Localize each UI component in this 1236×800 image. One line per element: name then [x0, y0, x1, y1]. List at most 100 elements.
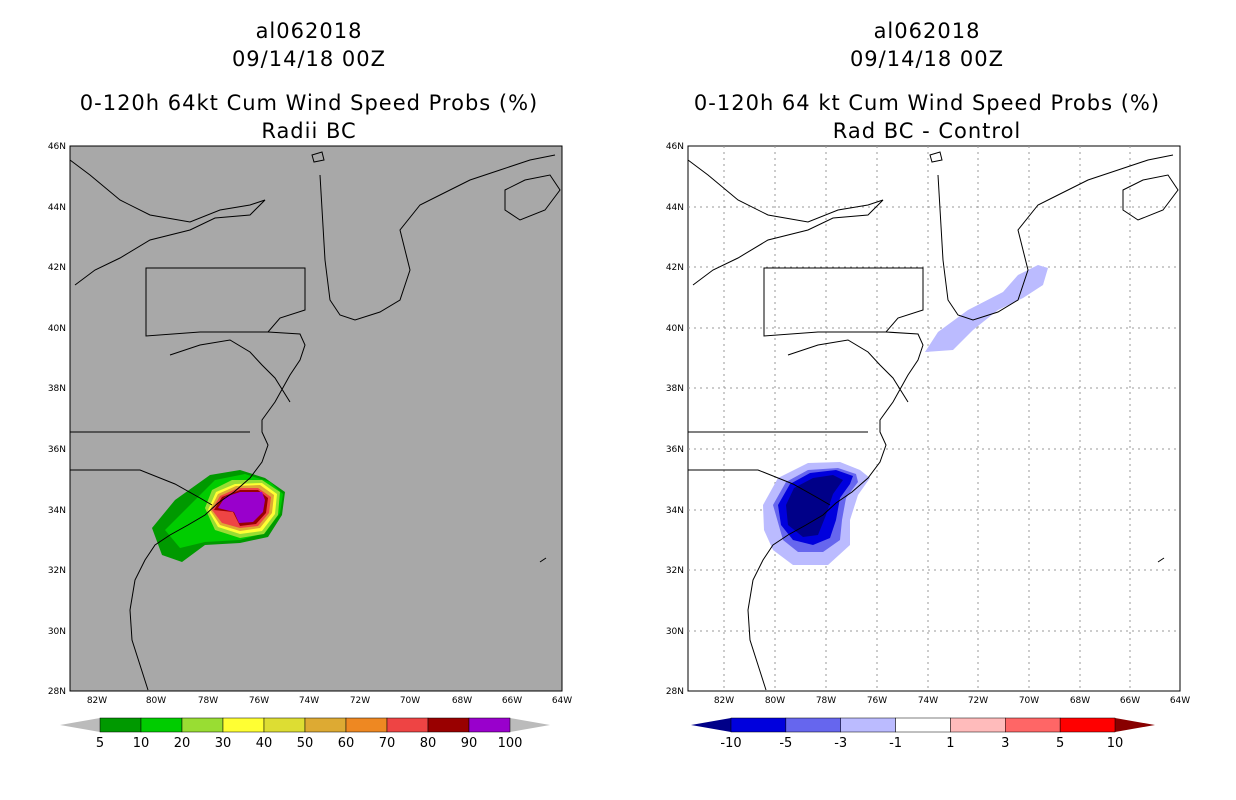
colorbar-swatch	[1059, 717, 1116, 733]
right-map-svg: 46N 44N 42N 40N 38N 36N 34N 32N 30N 28N …	[666, 142, 1190, 751]
colorbar-label: 20	[174, 736, 191, 751]
left-map-svg: 46N 44N 42N 40N 38N 36N 34N 32N 30N 28N …	[48, 142, 572, 751]
lat-label: 28N	[666, 687, 684, 697]
colorbar-swatch	[181, 717, 224, 733]
colorbar-label: 10	[133, 736, 150, 751]
lon-label: 76W	[867, 696, 887, 706]
coastlines-borders	[687, 151, 1179, 691]
colorbar-label: -3	[834, 736, 847, 751]
colorbar-swatch	[304, 717, 347, 733]
colorbar-swatch	[468, 717, 511, 733]
lat-label: 44N	[666, 203, 684, 213]
lon-label: 64W	[1170, 696, 1190, 706]
colorbar-label: 30	[215, 736, 232, 751]
lat-label: 38N	[48, 384, 66, 394]
colorbar-end-left	[691, 718, 731, 732]
colorbar-label: 5	[1056, 736, 1064, 751]
colorbar-label: -1	[889, 736, 902, 751]
colorbar-swatch	[99, 717, 142, 733]
lon-label: 66W	[502, 696, 522, 706]
lon-label: 80W	[765, 696, 785, 706]
lat-lon-labels: 46N 44N 42N 40N 38N 36N 34N 32N 30N 28N …	[666, 142, 1190, 706]
lat-label: 42N	[48, 263, 66, 273]
lat-label: 46N	[666, 142, 684, 152]
lon-label: 64W	[552, 696, 572, 706]
storm-id: al062018	[255, 19, 363, 43]
lon-label: 74W	[918, 696, 938, 706]
colorbar-label: 60	[338, 736, 355, 751]
colorbar-end-left	[60, 718, 100, 732]
lat-label: 40N	[48, 324, 66, 334]
left-map-panel: al062018 09/14/18 00Z 0-120h 64kt Cum Wi…	[48, 19, 572, 751]
colorbar-swatch	[345, 717, 388, 733]
lat-label: 40N	[666, 324, 684, 334]
right-map-panel: al062018 09/14/18 00Z 0-120h 64 kt Cum W…	[618, 0, 1236, 800]
lat-lon-labels: 46N 44N 42N 40N 38N 36N 34N 32N 30N 28N …	[48, 142, 572, 706]
map-background	[69, 145, 563, 692]
colorbar-label: 1	[946, 736, 954, 751]
lat-label: 36N	[666, 445, 684, 455]
lon-label: 70W	[1019, 696, 1039, 706]
lat-label: 32N	[666, 566, 684, 576]
colorbar-label: 10	[1107, 736, 1124, 751]
colorbar-swatch	[840, 717, 896, 733]
map-subtitle: Rad BC - Control	[832, 119, 1022, 143]
lon-label: 76W	[249, 696, 269, 706]
colorbar-swatch	[386, 717, 429, 733]
colorbar-swatch	[222, 717, 265, 733]
colorbar-label: -10	[720, 736, 741, 751]
colorbar-swatch	[785, 717, 841, 733]
lon-label: 74W	[299, 696, 319, 706]
colorbar-label: 90	[461, 736, 478, 751]
lon-label: 82W	[714, 696, 734, 706]
lat-label: 28N	[48, 687, 66, 697]
lat-label: 30N	[48, 627, 66, 637]
colorbar-label: 3	[1001, 736, 1009, 751]
lon-label: 66W	[1120, 696, 1140, 706]
colorbar-label: 40	[256, 736, 273, 751]
lon-label: 82W	[87, 696, 107, 706]
datetime: 09/14/18 00Z	[849, 47, 1005, 71]
colorbar-swatch	[1005, 717, 1061, 733]
lon-label: 68W	[1070, 696, 1090, 706]
colorbar-label: -5	[779, 736, 792, 751]
coastlines-borders	[69, 151, 561, 691]
lon-label: 78W	[198, 696, 218, 706]
colorbar-swatch	[950, 717, 1006, 733]
lat-label: 38N	[666, 384, 684, 394]
colorbar-swatch	[730, 717, 787, 733]
colorbar-end-right	[510, 718, 550, 732]
probability-contours	[152, 470, 285, 562]
lat-label: 32N	[48, 566, 66, 576]
colorbar-label: 50	[297, 736, 314, 751]
lon-label: 70W	[400, 696, 420, 706]
lat-label: 34N	[666, 506, 684, 516]
lat-label: 36N	[48, 445, 66, 455]
lon-label: 80W	[146, 696, 166, 706]
colorbar-label: 80	[420, 736, 437, 751]
map-background	[687, 145, 1181, 692]
colorbar-label: 70	[379, 736, 396, 751]
lon-label: 68W	[452, 696, 472, 706]
colorbar-label: 5	[96, 736, 104, 751]
colorbar-label: 100	[498, 736, 523, 751]
colorbar-swatch	[263, 717, 306, 733]
lon-label: 72W	[350, 696, 370, 706]
colorbar-end-right	[1115, 718, 1155, 732]
colorbar-swatch	[140, 717, 183, 733]
grid-lines	[688, 146, 1180, 691]
storm-id: al062018	[873, 19, 981, 43]
lat-label: 42N	[666, 263, 684, 273]
lat-label: 46N	[48, 142, 66, 152]
map-title: 0-120h 64 kt Cum Wind Speed Probs (%)	[693, 91, 1161, 115]
colorbar-swatch	[427, 717, 470, 733]
difference-contours	[763, 265, 1048, 565]
colorbar: -10 -5 -3 -1 1 3 5 10	[691, 717, 1155, 751]
lon-label: 72W	[968, 696, 988, 706]
datetime: 09/14/18 00Z	[231, 47, 387, 71]
lat-label: 30N	[666, 627, 684, 637]
lon-label: 78W	[816, 696, 836, 706]
colorbar-swatch	[895, 717, 951, 733]
map-subtitle: Radii BC	[261, 119, 357, 143]
map-title: 0-120h 64kt Cum Wind Speed Probs (%)	[79, 91, 539, 115]
